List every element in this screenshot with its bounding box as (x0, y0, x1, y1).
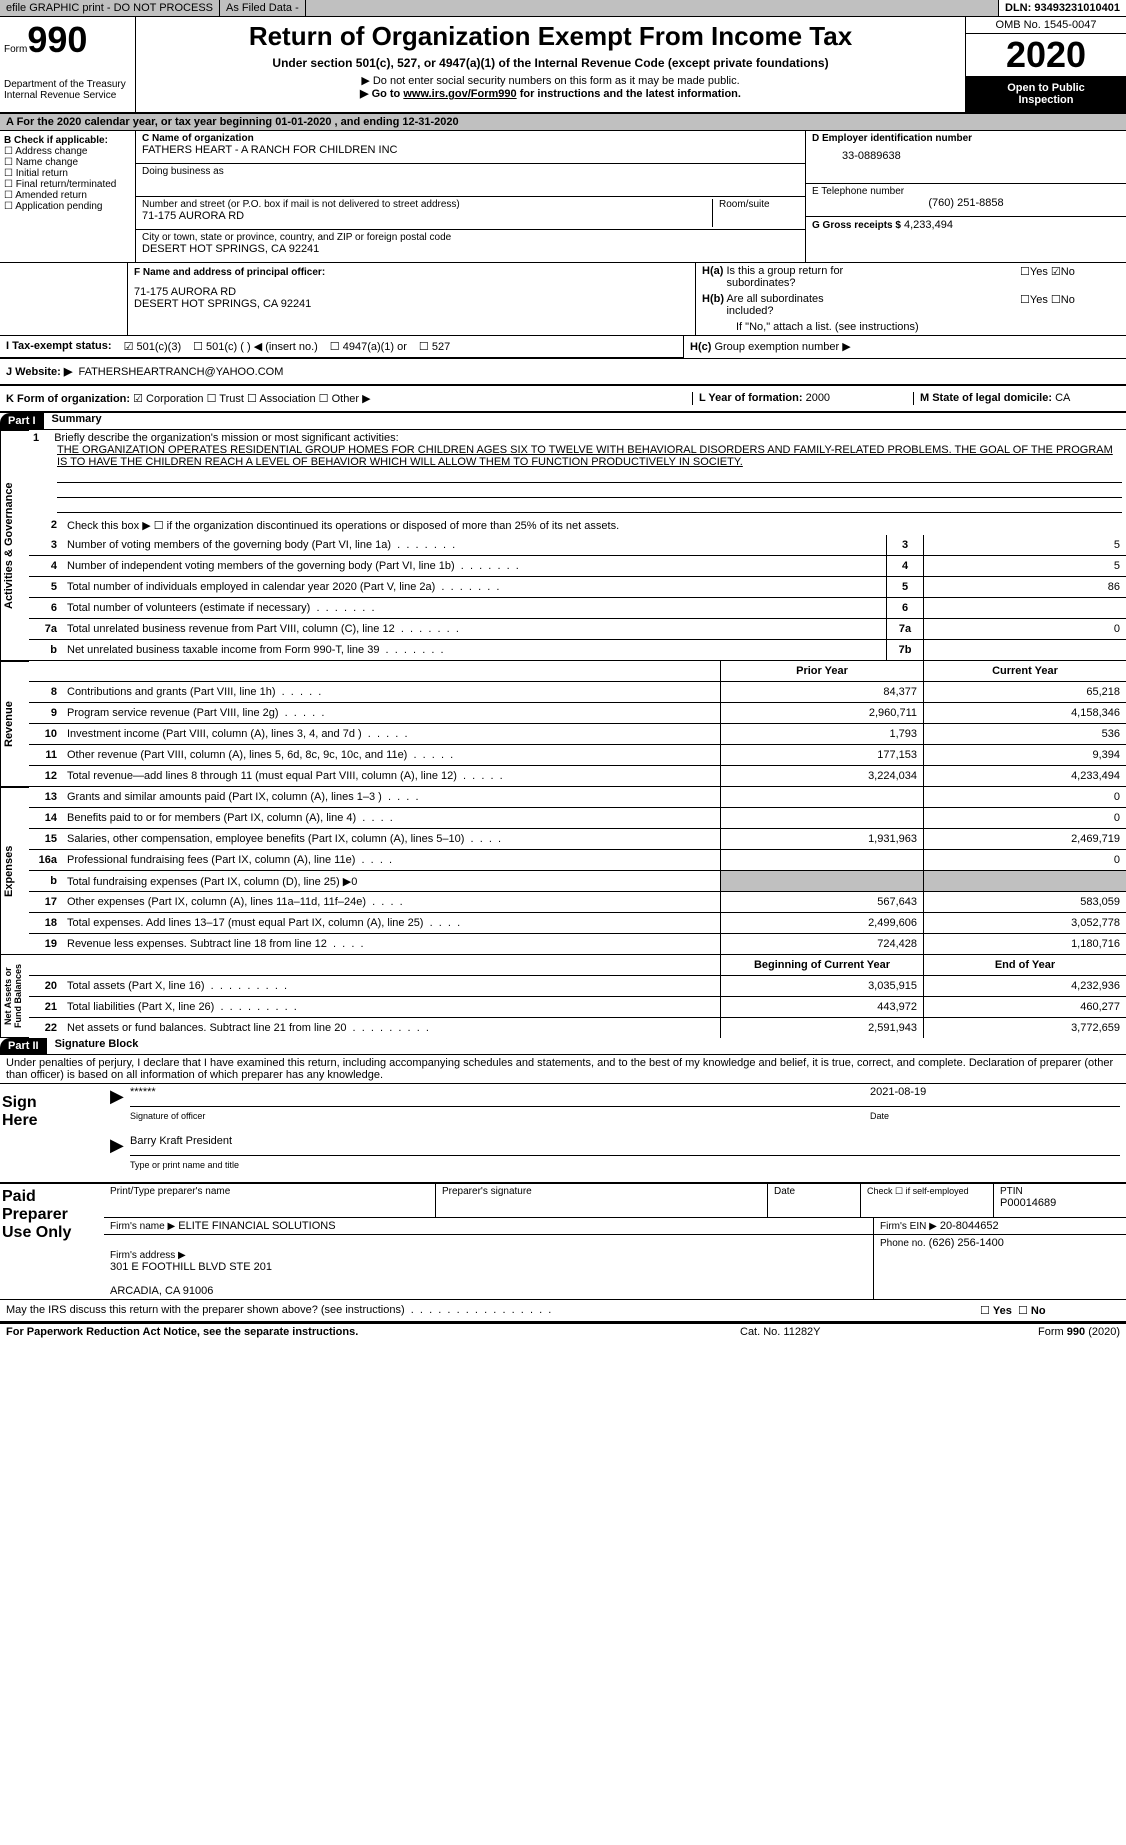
discuss-row: May the IRS discuss this return with the… (0, 1300, 1126, 1323)
part2-header: Part II (0, 1038, 47, 1054)
box-j-website: J Website: ▶ FATHERSHEARTRANCH@YAHOO.COM (0, 359, 1126, 384)
summary-row: bNet unrelated business taxable income f… (29, 640, 1126, 661)
open-to-public: Open to Public Inspection (966, 76, 1126, 112)
summary-row: 21Total liabilities (Part X, line 26) . … (29, 997, 1126, 1018)
chk-initial-return[interactable]: Initial return (4, 168, 131, 179)
box-hc: H(c) Group exemption number ▶ (683, 336, 1126, 358)
col-prior-year: Prior Year (720, 661, 923, 681)
side-tab-net-assets: Net Assets or Fund Balances (0, 955, 29, 1038)
box-e-phone: E Telephone number (760) 251-8858 (806, 184, 1126, 217)
box-i-tax-status: I Tax-exempt status: ☑ 501(c)(3) ☐ 501(c… (0, 336, 683, 358)
form-label: Form (4, 44, 27, 55)
chk-name-change[interactable]: Name change (4, 157, 131, 168)
box-d-ein: D Employer identification number 33-0889… (806, 131, 1126, 184)
tax-year: 2020 (966, 34, 1126, 76)
penalties-statement: Under penalties of perjury, I declare th… (0, 1055, 1126, 1084)
summary-row: 20Total assets (Part X, line 16) . . . .… (29, 976, 1126, 997)
part1-header: Part I (0, 413, 44, 429)
summary-row: 12Total revenue—add lines 8 through 11 (… (29, 766, 1126, 787)
section-a-year: A For the 2020 calendar year, or tax yea… (0, 114, 1126, 131)
side-tab-revenue: Revenue (0, 661, 29, 787)
box-k-l-m: K Form of organization: ☑ Corporation ☐ … (0, 386, 1126, 413)
officer-name-title: Barry Kraft President (130, 1135, 1120, 1156)
signature-date: 2021-08-19 (870, 1086, 1120, 1098)
summary-row: 3Number of voting members of the governi… (29, 535, 1126, 556)
instr-2: ▶ Go to www.irs.gov/Form990 for instruct… (140, 87, 961, 100)
summary-row: 4Number of independent voting members of… (29, 556, 1126, 577)
paid-preparer-label: Paid Preparer Use Only (0, 1184, 104, 1299)
box-g-receipts: G Gross receipts $ 4,233,494 (806, 217, 1126, 249)
summary-row: 6Total number of volunteers (estimate if… (29, 598, 1126, 619)
summary-row: bTotal fundraising expenses (Part IX, co… (29, 871, 1126, 892)
part2-title: Signature Block (47, 1038, 139, 1054)
summary-row: 18Total expenses. Add lines 13–17 (must … (29, 913, 1126, 934)
summary-row: 5Total number of individuals employed in… (29, 577, 1126, 598)
dept-label: Department of the Treasury Internal Reve… (4, 79, 131, 101)
form-subtitle: Under section 501(c), 527, or 4947(a)(1)… (140, 52, 961, 74)
summary-row: 7aTotal unrelated business revenue from … (29, 619, 1126, 640)
box-c-dba: Doing business as (136, 164, 805, 197)
form-header: Form990 Department of the Treasury Inter… (0, 17, 1126, 114)
firm-name: ELITE FINANCIAL SOLUTIONS (178, 1220, 335, 1232)
summary-row: 10Investment income (Part VIII, column (… (29, 724, 1126, 745)
summary-row: 19Revenue less expenses. Subtract line 1… (29, 934, 1126, 955)
side-tab-expenses: Expenses (0, 787, 29, 955)
box-c-street: Number and street (or P.O. box if mail i… (136, 197, 805, 230)
box-b-label: B Check if applicable: (4, 135, 131, 146)
box-c-name: C Name of organization FATHERS HEART - A… (136, 131, 805, 164)
summary-row: 15Salaries, other compensation, employee… (29, 829, 1126, 850)
chk-amended-return[interactable]: Amended return (4, 190, 131, 201)
side-tab-governance: Activities & Governance (0, 430, 29, 661)
box-b: B Check if applicable: Address change Na… (0, 131, 136, 262)
summary-row: 13Grants and similar amounts paid (Part … (29, 787, 1126, 808)
chk-application-pending[interactable]: Application pending (4, 201, 131, 212)
summary-row: 14Benefits paid to or for members (Part … (29, 808, 1126, 829)
form-title: Return of Organization Exempt From Incom… (140, 21, 961, 52)
part1-title: Summary (44, 413, 102, 429)
sign-here-label: Sign Here (0, 1084, 104, 1182)
box-f-officer: F Name and address of principal officer:… (128, 263, 695, 335)
firm-ein: 20-8044652 (940, 1220, 999, 1232)
summary-row: 9Program service revenue (Part VIII, lin… (29, 703, 1126, 724)
line-1-mission: 1 Briefly describe the organization's mi… (29, 430, 1126, 515)
summary-row: 8Contributions and grants (Part VIII, li… (29, 682, 1126, 703)
omb-number: OMB No. 1545-0047 (966, 17, 1126, 34)
dln-label: DLN: 93493231010401 (998, 0, 1126, 16)
box-h: H(a) Is this a group return for subordin… (695, 263, 1126, 335)
top-bar: efile GRAPHIC print - DO NOT PROCESS As … (0, 0, 1126, 17)
box-c-city: City or town, state or province, country… (136, 230, 805, 262)
firm-phone: (626) 256-1400 (929, 1237, 1004, 1249)
efile-label: efile GRAPHIC print - DO NOT PROCESS (0, 0, 220, 16)
summary-row: 17Other expenses (Part IX, column (A), l… (29, 892, 1126, 913)
page-footer: For Paperwork Reduction Act Notice, see … (0, 1323, 1126, 1340)
summary-row: 11Other revenue (Part VIII, column (A), … (29, 745, 1126, 766)
summary-row: 22Net assets or fund balances. Subtract … (29, 1018, 1126, 1038)
summary-row: 16aProfessional fundraising fees (Part I… (29, 850, 1126, 871)
chk-address-change[interactable]: Address change (4, 146, 131, 157)
signature-stars: ****** (130, 1086, 870, 1098)
form-number: 990 (27, 19, 87, 60)
as-filed-label: As Filed Data - (220, 0, 306, 16)
col-end-year: End of Year (923, 955, 1126, 975)
firm-address: 301 E FOOTHILL BLVD STE 201 ARCADIA, CA … (110, 1261, 272, 1297)
col-current-year: Current Year (923, 661, 1126, 681)
instr-1: ▶ Do not enter social security numbers o… (140, 74, 961, 87)
ptin-value: P00014689 (1000, 1197, 1120, 1209)
chk-final-return[interactable]: Final return/terminated (4, 179, 131, 190)
col-begin-year: Beginning of Current Year (720, 955, 923, 975)
